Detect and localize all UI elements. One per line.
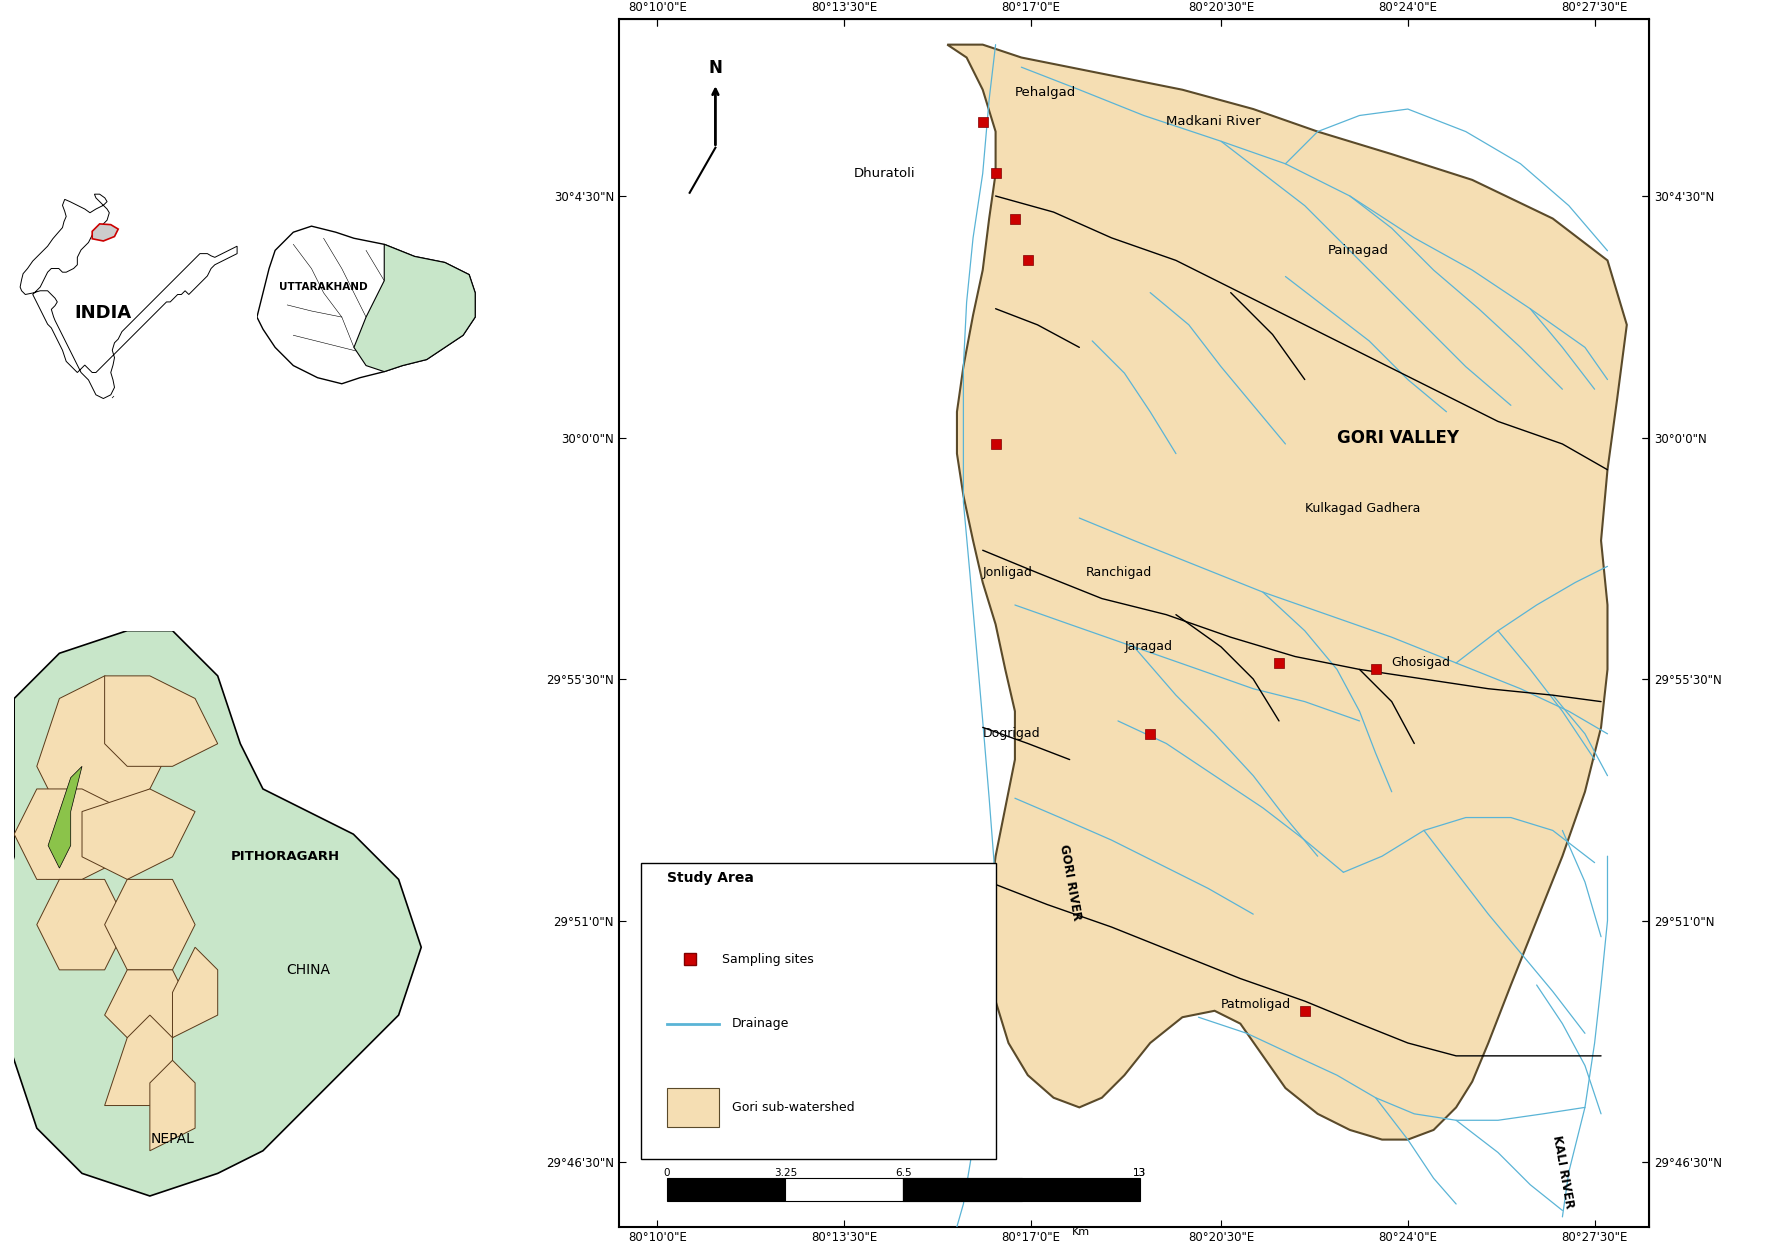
Polygon shape (92, 224, 119, 242)
Text: 6.5: 6.5 (895, 1169, 913, 1179)
Text: GORI RIVER: GORI RIVER (1056, 843, 1083, 921)
Polygon shape (105, 879, 195, 970)
Text: Madkani River: Madkani River (1166, 116, 1262, 128)
Bar (904, 1179, 1139, 1201)
Text: N: N (709, 59, 723, 77)
Polygon shape (257, 226, 475, 384)
Polygon shape (82, 789, 195, 879)
Text: 0: 0 (664, 1169, 670, 1179)
Text: Kulkagad Gadhera: Kulkagad Gadhera (1304, 502, 1419, 515)
Polygon shape (105, 970, 195, 1038)
Polygon shape (14, 789, 128, 879)
Text: Dhuratoli: Dhuratoli (854, 167, 916, 180)
Text: 13: 13 (1134, 1169, 1146, 1179)
Polygon shape (172, 947, 218, 1038)
Text: 3.25: 3.25 (774, 1169, 797, 1179)
Text: Gori sub-watershed: Gori sub-watershed (732, 1101, 854, 1113)
Text: INDIA: INDIA (74, 304, 131, 322)
Text: Pehalgad: Pehalgad (1015, 87, 1076, 99)
Text: Ranchigad: Ranchigad (1086, 566, 1152, 579)
Bar (641, 863, 996, 1159)
Polygon shape (354, 244, 475, 371)
Polygon shape (105, 1015, 172, 1106)
Text: Dogrigad: Dogrigad (983, 727, 1040, 740)
Text: 13: 13 (1134, 1169, 1146, 1179)
Text: Painagad: Painagad (1327, 244, 1387, 257)
Text: UTTARAKHAND: UTTARAKHAND (280, 282, 369, 292)
Text: NEPAL: NEPAL (151, 1132, 195, 1146)
Bar (904, 1179, 1022, 1201)
Polygon shape (0, 630, 422, 1196)
Bar (666, 1179, 785, 1201)
Text: Study Area: Study Area (666, 872, 753, 886)
Polygon shape (948, 44, 1627, 1140)
Text: PITHORAGARH: PITHORAGARH (230, 850, 340, 863)
Text: Ghosigad: Ghosigad (1391, 657, 1451, 669)
Text: Patmoligad: Patmoligad (1221, 998, 1292, 1011)
Polygon shape (37, 676, 172, 811)
Bar (666, 1088, 719, 1127)
Polygon shape (19, 194, 237, 399)
Text: Km: Km (1072, 1227, 1090, 1237)
Text: Jonligad: Jonligad (983, 566, 1033, 579)
Text: Jaragad: Jaragad (1125, 640, 1173, 653)
Text: CHINA: CHINA (285, 962, 330, 977)
Polygon shape (105, 676, 218, 766)
Polygon shape (37, 879, 128, 970)
Text: GORI VALLEY: GORI VALLEY (1336, 429, 1458, 447)
Bar (785, 1179, 904, 1201)
Text: KALI RIVER: KALI RIVER (1549, 1135, 1575, 1209)
Polygon shape (151, 1060, 195, 1151)
Polygon shape (48, 766, 82, 868)
Text: Drainage: Drainage (732, 1018, 789, 1030)
Text: Sampling sites: Sampling sites (721, 952, 813, 966)
